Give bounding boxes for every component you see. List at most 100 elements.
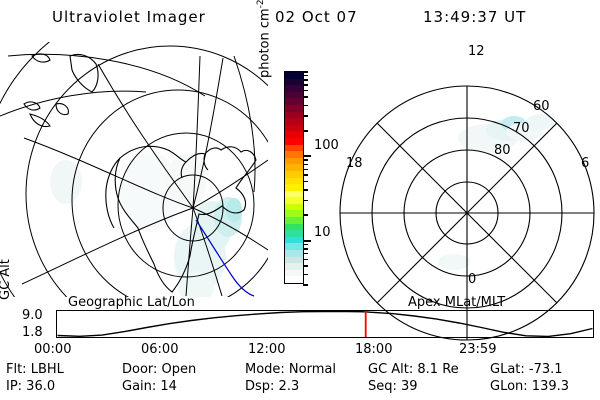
colorbar-minor-tick [303,265,308,267]
colorbar-tick-label-10: 10 [314,225,331,240]
colorbar-segment [285,190,303,198]
time-tick-1800: 18:00 [355,342,393,357]
status-gain: Gain: 14 [122,379,177,394]
colorbar-minor-tick [303,174,308,176]
colorbar-segment [285,276,303,283]
gc-alt-min-tick: 1.8 [22,325,43,340]
status-flt: Flt: LBHL [6,362,64,377]
colorbar[interactable] [284,71,304,284]
colorbar-segment [285,98,303,105]
time-tick-0000: 00:00 [34,342,72,357]
mlat-label-70: 70 [513,121,530,136]
colorbar-unit-text: photon cm [257,8,273,78]
status-dsp: Dsp: 2.3 [245,379,300,394]
colorbar-segment [285,137,303,145]
colorbar-segment [285,144,303,152]
colorbar-segment [285,177,303,185]
colorbar-segment [285,72,303,79]
colorbar-segment [285,223,303,231]
colorbar-minor-tick [303,252,308,255]
colorbar-minor-tick [303,189,308,191]
instrument-title: Ultraviolet Imager [52,8,206,26]
colorbar-minor-tick [303,96,308,98]
geographic-map-panel[interactable] [0,42,268,297]
colorbar-segment [285,210,303,218]
time-tick-0600: 06:00 [141,342,179,357]
observation-date: 02 Oct 07 [275,8,358,26]
colorbar-minor-tick [303,104,308,107]
colorbar-minor-tick [303,284,308,286]
colorbar-segment [285,78,303,86]
colorbar-gradient [285,72,303,283]
colorbar-minor-tick [303,74,308,77]
colorbar-segment [285,118,303,125]
island-outlines [23,53,99,128]
colorbar-segment [285,91,303,99]
status-ip: IP: 36.0 [6,379,56,394]
colorbar-segment [285,111,303,119]
colorbar-minor-tick [303,199,308,202]
colorbar-segment [285,157,303,165]
mlat-label-80: 80 [494,143,511,158]
colorbar-segment [285,230,303,237]
status-footer: Flt: LBHL Door: Open Mode: Normal GC Alt… [0,362,600,396]
geographic-map-svg [0,42,268,297]
colorbar-segment [285,236,303,244]
colorbar-unit-label: photon cm-2s-1 [256,0,272,78]
colorbar-major-tick [303,155,311,158]
colorbar-tickmarks [303,69,313,286]
time-tick-2359: 23:59 [459,342,497,357]
antarctica-coastline [105,145,257,293]
colorbar-segment [285,170,303,178]
colorbar-minor-tick [303,258,308,261]
colorbar-segment [285,250,303,257]
colorbar-segment [285,151,303,158]
time-tick-1200: 12:00 [248,342,286,357]
status-glon: GLon: 139.3 [490,379,570,394]
colorbar-segment [285,217,303,224]
gc-alt-max-tick: 9.0 [22,308,43,323]
apex-polar-svg [339,85,595,341]
mlt-label-6: 6 [581,156,590,171]
gc-alt-axis-label: GC Alt [0,259,13,300]
status-row-1: Flt: LBHL Door: Open Mode: Normal GC Alt… [0,362,600,379]
geographic-longitude-meridians [21,55,268,297]
colorbar-segment [285,256,303,264]
status-gcalt: GC Alt: 8.1 Re [368,362,459,377]
apex-polar-panel[interactable] [336,42,600,341]
colorbar-minor-tick [303,168,308,170]
colorbar-segment [285,243,303,251]
colorbar-minor-tick [303,243,308,246]
colorbar-minor-tick [303,180,308,183]
colorbar-segment [285,263,303,270]
colorbar-tick-label-100: 100 [314,138,339,153]
colorbar-minor-tick [303,89,308,92]
colorbar-minor-tick [303,273,308,275]
colorbar-segment [285,124,303,132]
left-panel-title: Geographic Lat/Lon [68,295,195,310]
aurora-emission-left [50,152,242,297]
mlt-label-0: 0 [468,272,477,287]
mlt-spokes [340,86,594,340]
colorbar-minor-tick [303,159,308,161]
orbit-altitude-curve [57,310,593,338]
orbit-altitude-plot[interactable] [56,310,594,338]
colorbar-unit-exp1: -2 [256,0,266,9]
mlt-label-18: 18 [346,156,363,171]
colorbar-minor-tick [303,115,308,117]
terminator-line [195,219,255,297]
status-mode: Mode: Normal [245,362,336,377]
colorbar-segment [285,85,303,92]
orbit-altitude-svg [57,310,593,338]
right-panel-title: Apex MLat/MLT [408,295,506,310]
map-limb-arcs [0,53,256,193]
status-row-2: IP: 36.0 Gain: 14 Dsp: 2.3 Seq: 39 GLon:… [0,379,600,396]
observation-time: 13:49:37 UT [423,8,527,26]
colorbar-segment [285,131,303,138]
colorbar-segment [285,203,303,211]
status-door: Door: Open [122,362,197,377]
status-seq: Seq: 39 [368,379,418,394]
colorbar-segment [285,164,303,171]
mlat-label-60: 60 [533,99,550,114]
